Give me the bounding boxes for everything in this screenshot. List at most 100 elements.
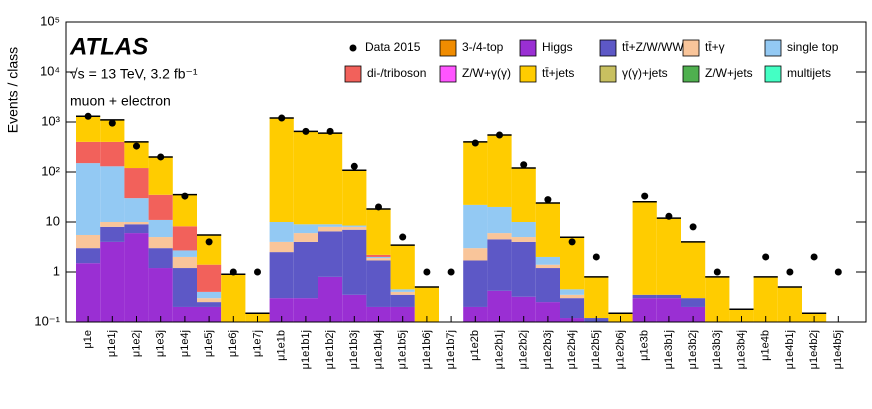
x-tick-label: μ1e5j bbox=[203, 330, 215, 357]
x-tick-label: μ1e4b bbox=[760, 330, 772, 361]
data-point bbox=[350, 162, 358, 170]
x-tick-label: μ1e3b4j bbox=[735, 330, 747, 369]
data-point bbox=[423, 268, 431, 276]
bar-segment bbox=[172, 226, 197, 251]
legend-swatch bbox=[599, 39, 617, 57]
bar-segment bbox=[342, 225, 367, 227]
bar-segment bbox=[390, 291, 415, 295]
bar-segment bbox=[463, 260, 488, 307]
bar-segment bbox=[366, 306, 391, 322]
bar-segment bbox=[729, 309, 754, 322]
legend-label: tt̄+jets bbox=[542, 66, 574, 80]
legend-swatch bbox=[599, 65, 617, 83]
bar-segment bbox=[100, 222, 125, 227]
legend-label: Z/W+jets bbox=[705, 66, 753, 80]
data-point bbox=[544, 196, 552, 204]
bar-segment bbox=[487, 239, 512, 291]
legend-label: single top bbox=[787, 40, 839, 54]
bar-segment bbox=[269, 298, 294, 322]
bar-segment bbox=[681, 298, 706, 307]
bar-segment bbox=[124, 224, 149, 234]
x-tick-label: μ1e6j bbox=[227, 330, 239, 357]
y-axis-label: Events / class bbox=[5, 47, 21, 133]
bar-segment bbox=[535, 268, 560, 303]
bar-segment bbox=[197, 302, 222, 307]
x-tick-label: μ1e1b2j bbox=[324, 330, 336, 369]
bar-segment bbox=[197, 306, 222, 322]
bar-segment bbox=[318, 231, 343, 277]
bar-segment bbox=[76, 263, 101, 322]
legend-label: 3-/4-top bbox=[462, 40, 504, 54]
bar-segment bbox=[656, 218, 681, 295]
x-tick-label: μ1e1b3j bbox=[348, 330, 360, 369]
data-point bbox=[713, 268, 721, 276]
data-point bbox=[471, 139, 479, 147]
bar-segment bbox=[197, 298, 222, 303]
bar-segment bbox=[318, 133, 343, 225]
legend-swatch bbox=[764, 39, 782, 57]
bar-segment bbox=[100, 241, 125, 322]
legend-swatch bbox=[439, 65, 457, 83]
x-tick-label: μ1e1b5j bbox=[397, 330, 409, 369]
bar-segment bbox=[753, 276, 778, 322]
data-point bbox=[520, 161, 528, 169]
bar-segment bbox=[269, 252, 294, 299]
data-point bbox=[302, 127, 310, 135]
legend-swatch bbox=[682, 39, 700, 57]
data-point bbox=[762, 253, 770, 261]
bar-segment bbox=[366, 260, 391, 307]
data-point bbox=[689, 223, 697, 231]
x-tick-label: μ1e1b4j bbox=[372, 330, 384, 369]
bar-segment bbox=[632, 294, 657, 299]
y-tick-label: 10⁴ bbox=[40, 63, 60, 78]
bar-segment bbox=[76, 163, 101, 235]
bar-segment bbox=[342, 226, 367, 230]
bar-segment bbox=[269, 222, 294, 242]
bar-segment bbox=[293, 233, 318, 242]
x-tick-label: μ1e4j bbox=[179, 330, 191, 357]
bar-segment bbox=[148, 237, 173, 249]
x-tick-label: μ1e2j bbox=[130, 330, 142, 357]
y-tick-label: 10⁻¹ bbox=[34, 313, 60, 328]
data-point bbox=[810, 253, 818, 261]
bar-segment bbox=[293, 241, 318, 299]
bar-segment bbox=[535, 264, 560, 269]
x-tick-label: μ1e1b bbox=[276, 330, 288, 361]
bar-segment bbox=[124, 168, 149, 199]
bar-segment bbox=[172, 256, 197, 269]
bar-segment bbox=[318, 276, 343, 322]
bar-segment bbox=[656, 294, 681, 299]
legend-label: multijets bbox=[787, 66, 831, 80]
bar-segment bbox=[463, 204, 488, 249]
bar-segment bbox=[148, 268, 173, 322]
bar-segment bbox=[148, 156, 173, 195]
bar-segment bbox=[148, 219, 173, 238]
data-point bbox=[133, 142, 140, 150]
bar-segment bbox=[293, 131, 318, 225]
x-tick-label: μ1e2b5j bbox=[590, 330, 602, 369]
bar-segment bbox=[463, 248, 488, 261]
data-point bbox=[278, 114, 286, 122]
x-tick-label: μ1e3b1j bbox=[663, 330, 675, 369]
legend-label: Data 2015 bbox=[365, 40, 421, 54]
bar-segment bbox=[318, 224, 343, 227]
data-point bbox=[157, 153, 165, 161]
bar-segment bbox=[172, 194, 197, 227]
bar-segment bbox=[511, 222, 536, 238]
bar-segment bbox=[293, 224, 318, 234]
data-point bbox=[84, 112, 92, 120]
x-tick-label: μ1e3b2j bbox=[687, 330, 699, 369]
x-tick-label: μ1e3b bbox=[639, 330, 651, 361]
chart-subtitle: √s = 13 TeV, 3.2 fb⁻¹ bbox=[70, 66, 198, 82]
bar-segment bbox=[560, 298, 585, 319]
data-point bbox=[181, 192, 189, 200]
bar-segment bbox=[632, 201, 657, 295]
legend-swatch bbox=[519, 65, 537, 83]
y-tick-label: 1 bbox=[53, 263, 60, 278]
bar-segment bbox=[76, 116, 101, 142]
legend-swatch bbox=[764, 65, 782, 83]
bar-segment bbox=[76, 141, 101, 164]
x-tick-label: μ1e2b bbox=[469, 330, 481, 361]
bar-segment bbox=[535, 302, 560, 322]
bar-segment bbox=[487, 206, 512, 234]
